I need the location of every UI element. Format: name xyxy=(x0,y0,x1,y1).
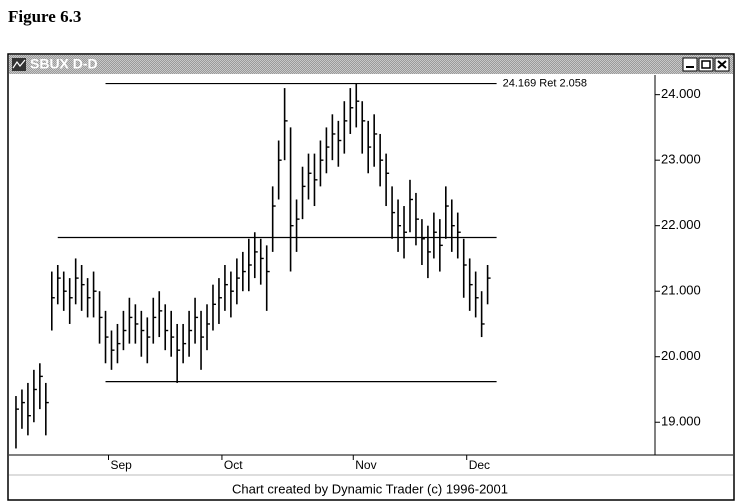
x-tick-label: Dec xyxy=(469,458,490,472)
window-title: SBUX D-D xyxy=(30,56,98,72)
y-tick-label: 20.000 xyxy=(661,348,701,363)
figure-label: Figure 6.3 xyxy=(8,7,81,26)
footer-text: Chart created by Dynamic Trader (c) 1996… xyxy=(232,481,508,496)
maximize-glyph xyxy=(701,60,711,69)
y-tick-label: 23.000 xyxy=(661,152,701,167)
app-icon-glyph xyxy=(12,59,26,69)
close-glyph xyxy=(717,60,727,69)
y-tick-label: 19.000 xyxy=(661,414,701,429)
y-tick-label: 24.000 xyxy=(661,86,701,101)
maximize-button[interactable] xyxy=(698,57,714,72)
window xyxy=(7,53,735,501)
x-tick-label: Sep xyxy=(111,458,133,472)
x-tick-label: Oct xyxy=(224,458,243,472)
title-bar xyxy=(9,55,733,74)
y-tick-label: 21.000 xyxy=(661,283,701,298)
window-buttons xyxy=(682,57,730,72)
y-tick-label: 22.000 xyxy=(661,217,701,232)
x-tick-label: Nov xyxy=(355,458,376,472)
minimize-button[interactable] xyxy=(682,57,698,72)
level-label: 24.169 Ret 2.058 xyxy=(503,77,587,89)
